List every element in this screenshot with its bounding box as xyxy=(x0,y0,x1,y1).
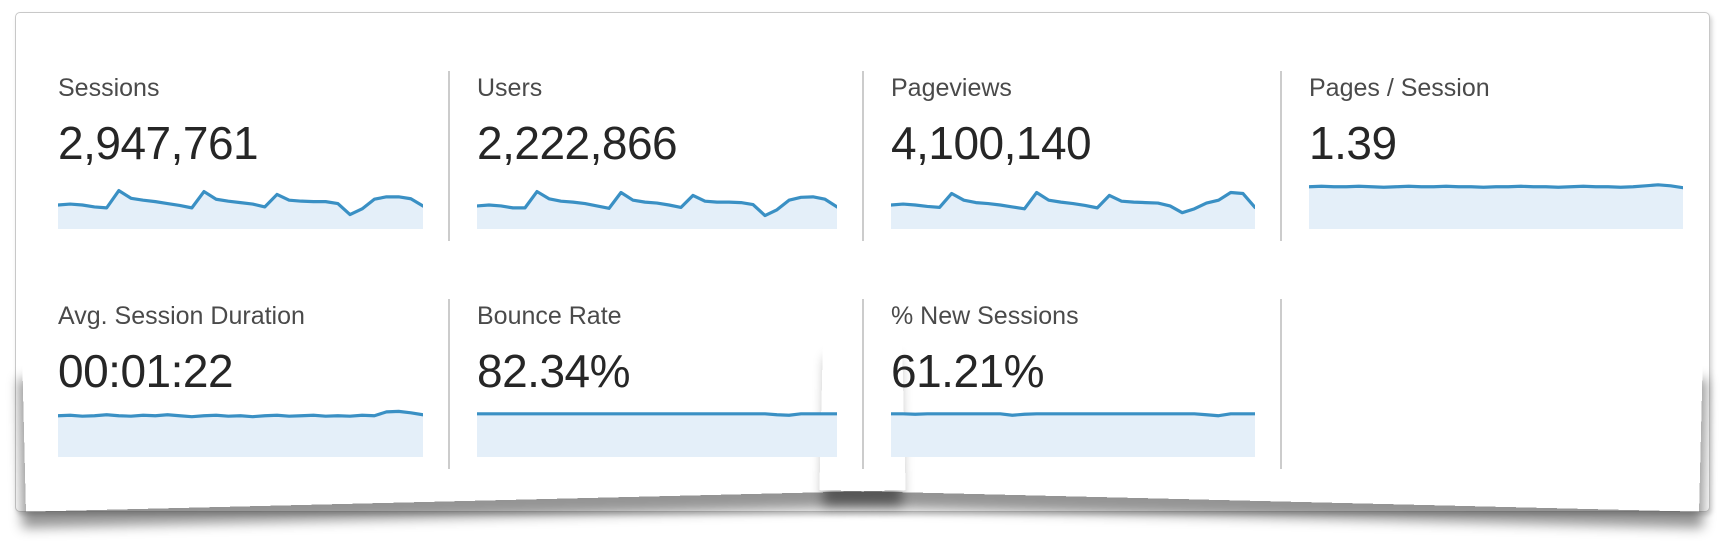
metric-value: 2,222,866 xyxy=(477,117,678,169)
metric-value: 1.39 xyxy=(1309,117,1397,169)
empty-cell xyxy=(1280,287,1709,487)
metric-card-avg-session-duration[interactable]: Avg. Session Duration 00:01:22 xyxy=(16,287,449,487)
avg-session-duration-sparkline xyxy=(58,409,423,457)
metric-card-sessions[interactable]: Sessions 2,947,761 xyxy=(16,59,449,259)
metric-card-pageviews[interactable]: Pageviews 4,100,140 xyxy=(862,59,1281,259)
bounce-rate-sparkline xyxy=(477,409,837,457)
metrics-row-2: Avg. Session Duration 00:01:22 Bounce Ra… xyxy=(16,287,1709,487)
metric-value: 4,100,140 xyxy=(891,117,1092,169)
card-divider xyxy=(448,71,450,241)
percent-new-sessions-sparkline xyxy=(891,409,1255,457)
metric-label: Sessions xyxy=(58,74,160,102)
card-divider xyxy=(862,299,864,469)
metric-card-users[interactable]: Users 2,222,866 xyxy=(448,59,863,259)
metric-value: 82.34% xyxy=(477,345,631,397)
metric-value: 00:01:22 xyxy=(58,345,234,397)
metric-value: 61.21% xyxy=(891,345,1045,397)
metrics-row-1: Sessions 2,947,761 Users 2,222,866 Pagev… xyxy=(16,59,1709,259)
card-divider xyxy=(862,71,864,241)
metric-label: Bounce Rate xyxy=(477,302,622,330)
pageviews-sparkline xyxy=(891,181,1255,229)
metric-card-bounce-rate[interactable]: Bounce Rate 82.34% xyxy=(448,287,863,487)
metric-card-percent-new-sessions[interactable]: % New Sessions 61.21% xyxy=(862,287,1281,487)
card-divider xyxy=(1280,299,1282,469)
metric-label: Pages / Session xyxy=(1309,74,1490,102)
metrics-panel: Sessions 2,947,761 Users 2,222,866 Pagev… xyxy=(15,12,1710,512)
card-divider xyxy=(448,299,450,469)
sessions-sparkline xyxy=(58,181,423,229)
metric-label: Users xyxy=(477,74,543,102)
card-divider xyxy=(1280,71,1282,241)
metric-card-pages-per-session[interactable]: Pages / Session 1.39 xyxy=(1280,59,1709,259)
metric-label: % New Sessions xyxy=(891,302,1079,330)
pages-per-session-sparkline xyxy=(1309,181,1683,229)
metric-value: 2,947,761 xyxy=(58,117,259,169)
metric-label: Pageviews xyxy=(891,74,1012,102)
users-sparkline xyxy=(477,181,837,229)
metric-label: Avg. Session Duration xyxy=(58,302,305,330)
